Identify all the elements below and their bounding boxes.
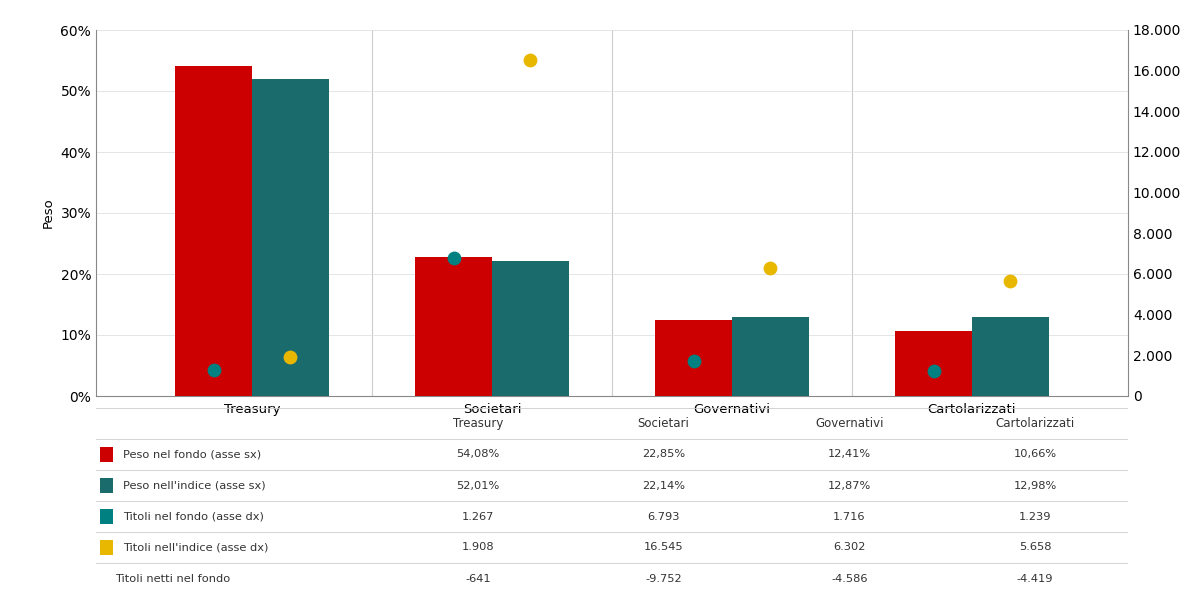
Text: Societari: Societari [637,417,690,430]
Text: -641: -641 [466,574,491,583]
Bar [732,317,809,396]
Bar [492,261,569,396]
Y-axis label: Peso: Peso [42,197,55,229]
Text: -9.752: -9.752 [646,574,682,583]
Text: Peso nel fondo (asse sx): Peso nel fondo (asse sx) [124,449,262,460]
Point [761,263,780,272]
Point [521,55,540,64]
Text: Peso nell'indice (asse sx): Peso nell'indice (asse sx) [124,481,266,490]
Text: Governativi: Governativi [815,417,883,430]
Text: 12,98%: 12,98% [1014,481,1057,490]
Text: 12,87%: 12,87% [828,481,871,490]
Bar [100,478,113,493]
Text: 10,66%: 10,66% [1014,449,1057,460]
Text: 22,14%: 22,14% [642,481,685,490]
Text: 6.793: 6.793 [647,511,680,521]
Text: Treasury: Treasury [452,417,503,430]
Text: -4.419: -4.419 [1016,574,1054,583]
Bar [895,331,972,396]
Bar [100,540,113,555]
Text: Cartolarizzati: Cartolarizzati [996,417,1075,430]
Text: 16.545: 16.545 [643,542,684,553]
Point [204,365,223,375]
Point [281,352,300,362]
Text: 1.267: 1.267 [462,511,494,521]
Text: 5.658: 5.658 [1019,542,1051,553]
Text: 6.302: 6.302 [833,542,865,553]
Point [444,253,463,263]
Text: Titoli nel fondo (asse dx): Titoli nel fondo (asse dx) [124,511,264,521]
Bar [972,317,1049,396]
Bar [100,509,113,524]
Point [924,366,943,376]
Point [684,356,703,366]
Text: Titoli netti nel fondo: Titoli netti nel fondo [114,574,230,583]
Text: 1.239: 1.239 [1019,511,1051,521]
Bar [100,447,113,462]
Bar [415,257,492,396]
Bar [252,79,329,396]
Text: 12,41%: 12,41% [828,449,871,460]
Text: 54,08%: 54,08% [456,449,499,460]
Text: Titoli nell'indice (asse dx): Titoli nell'indice (asse dx) [124,542,269,553]
Point [1001,276,1020,286]
Text: -4.586: -4.586 [832,574,868,583]
Text: 1.716: 1.716 [833,511,865,521]
Bar [655,320,732,396]
Text: 52,01%: 52,01% [456,481,499,490]
Bar [175,66,252,396]
Text: 22,85%: 22,85% [642,449,685,460]
Text: 1.908: 1.908 [462,542,494,553]
